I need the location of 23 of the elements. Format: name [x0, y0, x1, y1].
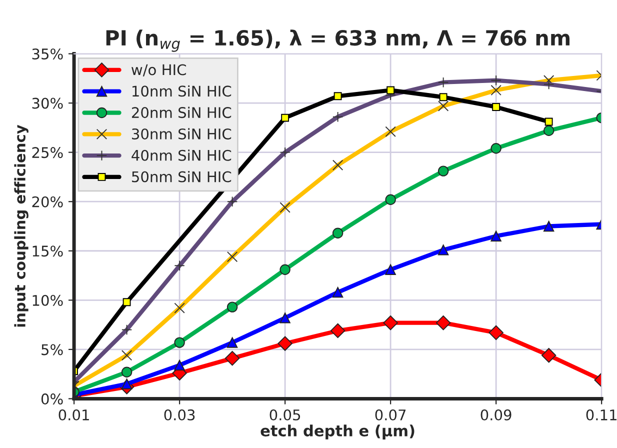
- y-tick-label: 30%: [32, 98, 63, 109]
- y-tick-label: 15%: [32, 246, 63, 257]
- legend-label: 10nm SiN HIC: [132, 85, 232, 97]
- y-axis-title: input coupling efficiency: [14, 124, 28, 327]
- legend-label: 20nm SiN HIC: [132, 106, 232, 118]
- x-tick-label: 0.07: [375, 409, 406, 420]
- legend-label: 50nm SiN HIC: [132, 170, 232, 182]
- legend-label: 40nm SiN HIC: [132, 150, 232, 161]
- x-tick-label: 0.11: [586, 409, 616, 420]
- x-tick-label: 0.05: [270, 409, 300, 420]
- x-tick-label: 0.01: [58, 409, 89, 420]
- x-tick-label: 0.09: [480, 409, 512, 420]
- y-tick-label: 35%: [32, 48, 63, 60]
- legend-label: w/o HIC: [132, 64, 186, 76]
- y-tick-label: 0%: [41, 393, 63, 404]
- y-tick-label: 20%: [32, 196, 63, 208]
- x-axis-title: etch depth e (μm): [260, 424, 414, 440]
- chart-title: PI (n$_{wg}$ = 1.65), λ = 633 nm, Λ = 766 nm: [106, 30, 570, 52]
- x-tick-label: 0.03: [164, 409, 195, 420]
- y-tick-label: 5%: [42, 344, 63, 356]
- y-tick-label: 10%: [32, 294, 63, 306]
- legend-label: 30nm SiN HIC: [132, 128, 232, 140]
- y-tick-label: 25%: [32, 147, 63, 158]
